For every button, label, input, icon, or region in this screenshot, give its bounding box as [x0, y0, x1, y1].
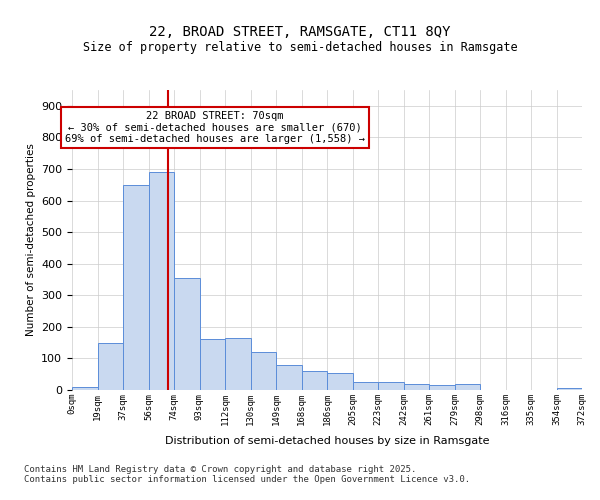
Bar — [174, 278, 199, 390]
Bar — [225, 338, 251, 390]
Text: 22 BROAD STREET: 70sqm
← 30% of semi-detached houses are smaller (670)
69% of se: 22 BROAD STREET: 70sqm ← 30% of semi-det… — [65, 111, 365, 144]
Bar — [455, 384, 480, 390]
Bar — [404, 384, 429, 390]
Bar — [251, 352, 276, 390]
Bar — [123, 184, 149, 390]
Text: Size of property relative to semi-detached houses in Ramsgate: Size of property relative to semi-detach… — [83, 41, 517, 54]
Bar — [429, 386, 455, 390]
Bar — [353, 382, 378, 390]
Y-axis label: Number of semi-detached properties: Number of semi-detached properties — [26, 144, 35, 336]
Bar — [302, 371, 327, 390]
Bar — [276, 364, 302, 390]
Bar — [557, 388, 582, 390]
Bar — [97, 342, 123, 390]
Bar — [72, 387, 97, 390]
Text: Contains HM Land Registry data © Crown copyright and database right 2025.
Contai: Contains HM Land Registry data © Crown c… — [24, 465, 470, 484]
Bar — [378, 382, 404, 390]
Bar — [199, 340, 225, 390]
Text: 22, BROAD STREET, RAMSGATE, CT11 8QY: 22, BROAD STREET, RAMSGATE, CT11 8QY — [149, 26, 451, 40]
Bar — [149, 172, 174, 390]
X-axis label: Distribution of semi-detached houses by size in Ramsgate: Distribution of semi-detached houses by … — [165, 436, 489, 446]
Bar — [327, 372, 353, 390]
